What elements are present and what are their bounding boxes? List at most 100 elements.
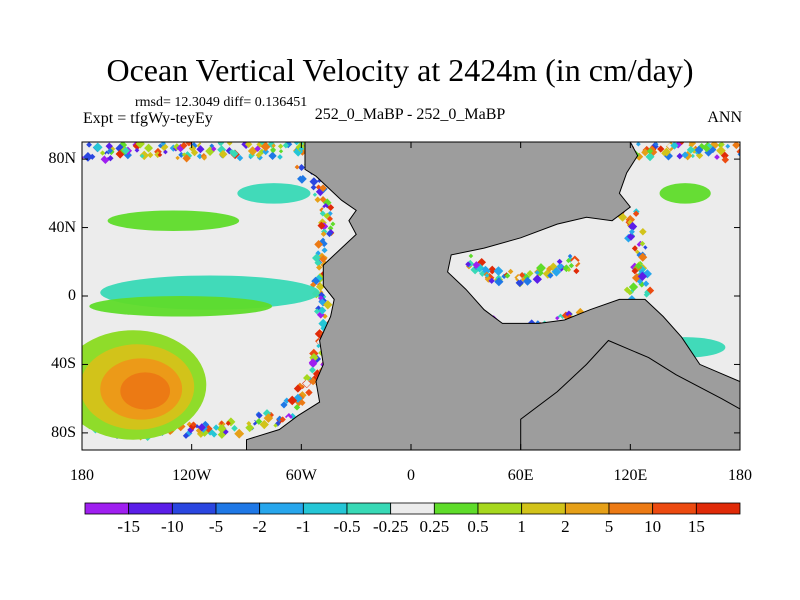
noise-cell [293, 384, 302, 393]
noise-cell [297, 174, 307, 184]
noise-cell [688, 142, 694, 148]
noise-cell [320, 231, 327, 237]
noise-cell [196, 145, 205, 154]
noise-cell [487, 265, 497, 275]
noise-cell [645, 152, 655, 162]
noise-cell [175, 155, 180, 161]
noise-cell [310, 184, 317, 191]
noise-cell [551, 266, 562, 277]
case-label: 252_0_MaBP - 252_0_MaBP [314, 106, 506, 123]
noise-cell [676, 152, 683, 160]
noise-cell [226, 142, 233, 146]
y-tick-label: 80S [51, 423, 76, 441]
colorbar-label: -1 [296, 517, 311, 536]
x-tick-label: 60W [285, 467, 317, 484]
noise-cell [555, 315, 560, 321]
noise-cell [314, 274, 323, 283]
x-tick-label: 120W [172, 467, 212, 484]
noise-cell [263, 413, 274, 423]
colorbar-box [302, 502, 348, 515]
noise-cell [732, 142, 740, 150]
noise-cell [316, 264, 323, 271]
noise-cell [494, 277, 504, 287]
noise-cell [188, 144, 197, 153]
colorbar-box [259, 502, 304, 515]
x-tick-label: 60E [507, 467, 534, 484]
colorbar-box [652, 502, 697, 515]
colorbar-label: -15 [117, 517, 140, 536]
contour-patch [237, 183, 311, 204]
noise-cell [570, 258, 579, 267]
noise-cell [211, 146, 217, 152]
noise-cell [316, 343, 321, 349]
colorbar-label: 2 [561, 517, 570, 536]
noise-cell [234, 428, 245, 439]
colorbar-label: -5 [208, 517, 224, 536]
noise-cell [283, 397, 290, 404]
noise-cell [190, 421, 196, 428]
noise-cell [139, 153, 145, 159]
noise-cell [122, 146, 130, 155]
noise-cell [268, 151, 277, 161]
noise-cell [302, 379, 311, 388]
colorbar-label: -2 [252, 517, 267, 536]
noise-cell [743, 150, 751, 158]
experiment-label: Expt = tfgWy-teyEy [83, 110, 213, 127]
noise-cell [259, 419, 269, 430]
noise-cell [157, 143, 163, 149]
noise-cell [298, 164, 306, 171]
stats-text: rmsd= 12.3049 diff= 0.136451 [135, 95, 308, 110]
noise-cell [256, 412, 263, 419]
noise-cell [182, 432, 190, 439]
noise-cell [104, 153, 110, 159]
noise-cell [182, 154, 191, 163]
noise-cell [315, 282, 325, 292]
noise-cell [271, 143, 276, 148]
noise-cell [488, 277, 495, 284]
noise-cell [317, 221, 326, 230]
noise-cell [293, 404, 301, 411]
colorbar-box [128, 502, 173, 515]
noise-cell [314, 259, 322, 267]
colorbar-label: 1 [517, 517, 526, 536]
noise-cell [309, 366, 316, 374]
colorbar-box [346, 502, 392, 515]
noise-cell [230, 149, 239, 158]
noise-cell [626, 232, 636, 241]
noise-cell [741, 147, 749, 155]
noise-cell [303, 374, 311, 382]
noise-cell [628, 282, 639, 292]
noise-cell [201, 154, 208, 161]
noise-cell [493, 266, 504, 276]
noise-cell [282, 142, 290, 149]
noise-cell [319, 184, 327, 192]
noise-cell [465, 261, 472, 268]
noise-cell [219, 420, 224, 425]
noise-cell [327, 204, 335, 211]
colorbar-label: 0.25 [419, 517, 450, 536]
contour-patch [89, 296, 273, 317]
noise-cell [546, 265, 553, 273]
noise-cell [277, 143, 284, 149]
noise-cell [737, 150, 740, 159]
colorbar-box [608, 502, 654, 515]
noise-cell [287, 395, 298, 406]
colorbar-label: -10 [160, 517, 184, 536]
noise-cell [320, 240, 328, 248]
colorbar-label: 5 [604, 517, 614, 536]
y-tick-label: 40S [51, 355, 76, 373]
colorbar-box [171, 502, 217, 515]
y-tick-label: 80N [48, 150, 76, 168]
noise-cell [314, 196, 321, 203]
colorbar-label: -0.25 [372, 517, 409, 536]
noise-cell [178, 151, 185, 158]
noise-cell [262, 148, 270, 156]
noise-cell [326, 230, 333, 238]
noise-cell [472, 261, 481, 269]
noise-cell [107, 148, 113, 154]
noise-cell [628, 221, 638, 232]
noise-cell [639, 227, 647, 236]
contour-patch [659, 183, 711, 204]
map-layer [82, 142, 751, 450]
noise-cell [318, 306, 327, 315]
